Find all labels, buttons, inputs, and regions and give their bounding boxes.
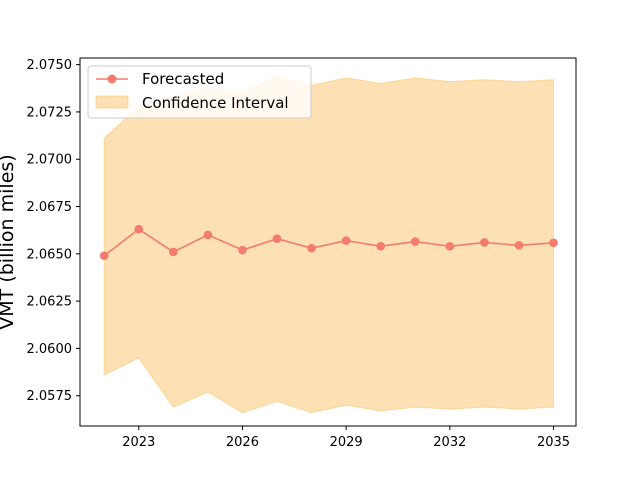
- x-tick-label-2023: 2023: [122, 435, 155, 450]
- y-tick-label-3: 2.0650: [27, 247, 73, 262]
- legend-box: [87, 65, 312, 119]
- axes: 2023 2026 2029 2032 2035 2.0575 2.0600 2.0625 2.…: [27, 58, 571, 450]
- x-tick-label-2029: 2029: [330, 435, 363, 450]
- y-tick-label-0: 2.0575: [27, 389, 73, 404]
- y-tick-label-4: 2.0675: [27, 200, 73, 215]
- plot-frame: [79, 57, 577, 427]
- legend-confidence-label: Confidence Interval: [142, 94, 289, 112]
- legend: Forecasted Confidence Interval: [87, 65, 312, 119]
- forecast-point-2024: [169, 247, 178, 257]
- forecast-point-2031: [410, 237, 420, 246]
- y-tick-label-6: 2.0725: [27, 105, 73, 120]
- x-tick-label-2035: 2035: [537, 435, 570, 450]
- forecast-point-2033: [480, 238, 489, 247]
- y-axis-label: VMT (billion miles): [0, 154, 18, 329]
- forecast-point-2029: [341, 236, 351, 245]
- y-tick-label-7: 2.0750: [27, 58, 73, 73]
- x-tick-label-2032: 2032: [433, 435, 466, 450]
- legend-forecasted-label: Forecasted: [142, 70, 224, 88]
- forecast-line: [103, 228, 554, 257]
- x-tick-label-2026: 2026: [226, 435, 259, 450]
- forecast-point-2034: [514, 241, 524, 250]
- forecast-point-2025: [203, 230, 213, 240]
- forecast-point-2030: [376, 241, 386, 251]
- y-tick-label-2: 2.0625: [27, 295, 73, 310]
- y-tick-label-5: 2.0700: [27, 153, 73, 168]
- forecast-point-2022: [99, 251, 109, 261]
- legend-forecasted-marker: [107, 74, 117, 84]
- forecast-point-2035: [549, 238, 558, 248]
- forecast-point-2027: [272, 234, 282, 243]
- plot-area: [99, 75, 558, 414]
- forecast-point-2023: [134, 224, 144, 234]
- forecast-point-2028: [307, 243, 316, 253]
- forecast-point-2026: [238, 245, 247, 255]
- y-tick-label-1: 2.0600: [27, 342, 73, 357]
- legend-confidence-patch: [95, 95, 129, 109]
- forecast-point-2032: [445, 241, 455, 251]
